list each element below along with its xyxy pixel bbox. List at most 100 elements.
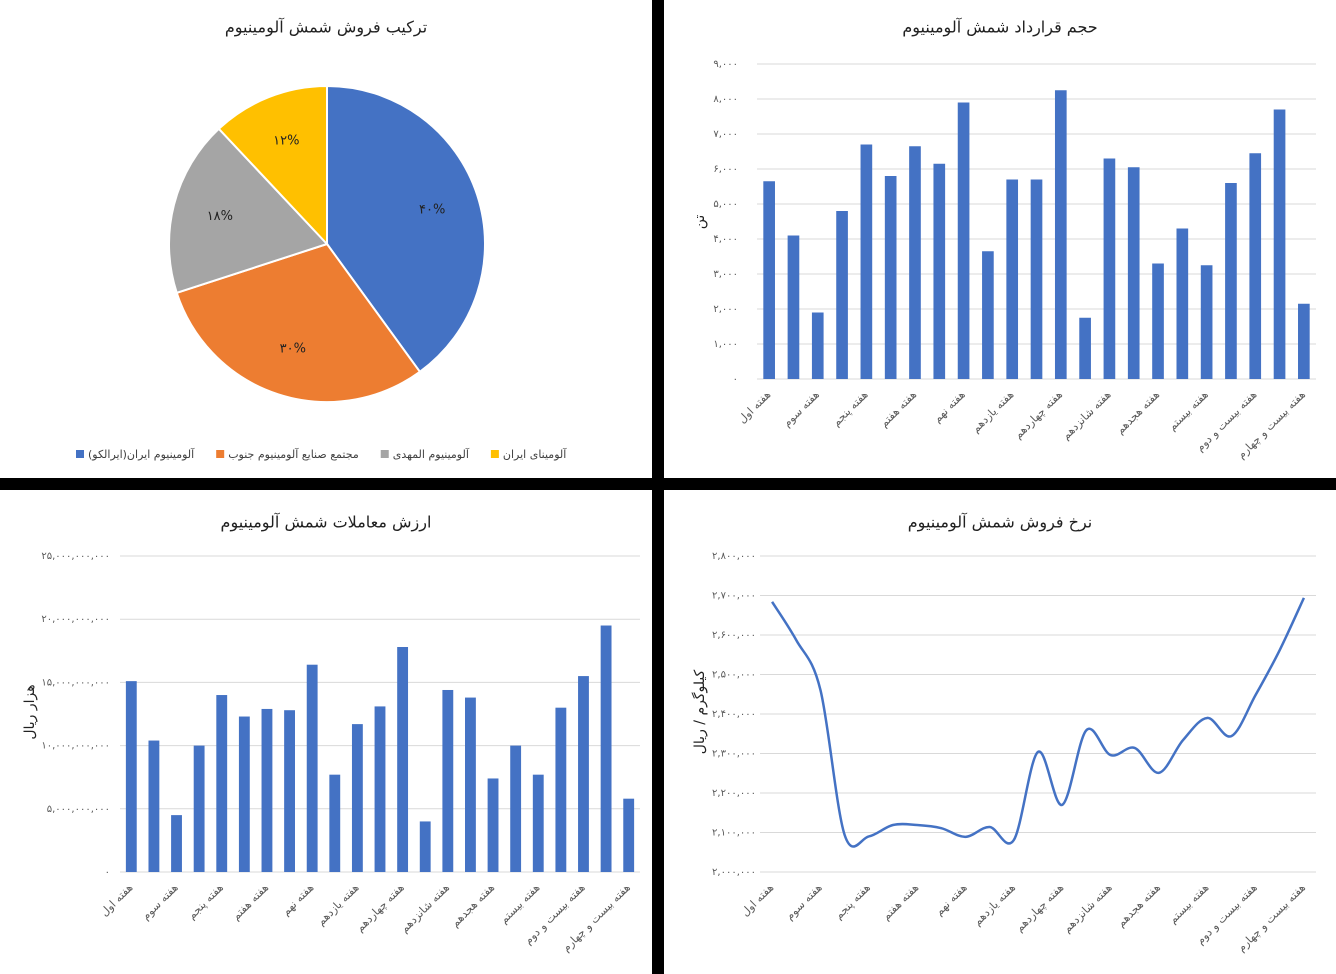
legend-swatch (216, 450, 225, 458)
legend-label: آلومینیوم المهدی (393, 447, 470, 461)
x-tick-label: هفته یازدهم (969, 388, 1016, 435)
legend-label: مجتمع صنایع آلومینیوم جنوب (228, 447, 359, 461)
x-tick-label: هفته بیستم (1166, 388, 1211, 433)
y-tick-label: ۹,۰۰۰ (713, 59, 738, 70)
x-tick-label: هفته اول (98, 881, 136, 919)
x-tick-label: هفته هجدهم (1114, 881, 1163, 930)
x-tick-label: هفته هفتم (880, 881, 922, 923)
x-tick-label: هفته هجدهم (449, 881, 498, 930)
y-tick-label: ۱۵,۰۰۰,۰۰۰,۰۰۰ (41, 677, 110, 688)
x-tick-label: هفته شانزدهم (1059, 388, 1113, 442)
x-tick-label: هفته سوم (139, 881, 181, 923)
bar (787, 235, 800, 379)
y-tick-label: ۵,۰۰۰ (713, 199, 738, 210)
bar (1298, 303, 1310, 379)
y-tick-label: ۲,۰۰۰ (713, 304, 738, 315)
y-tick-label: ۲,۱۰۰,۰۰۰ (712, 828, 756, 839)
y-tick-label: ۲,۶۰۰,۰۰۰ (712, 630, 756, 641)
bar (1249, 153, 1262, 379)
bar (860, 144, 873, 379)
pie-slice (168, 127, 329, 295)
bar (397, 647, 409, 872)
bar (884, 176, 897, 379)
x-tick-label: هفته پنجم (832, 881, 873, 922)
bar (1152, 263, 1164, 379)
y-tick-label: ۶,۰۰۰ (713, 164, 738, 175)
bar (933, 163, 946, 379)
chart-panel: نرخ فروش شمش آلومینیوم ۲,۰۰۰,۰۰۰ ۲,۱۰۰,۰۰۰… (664, 490, 1336, 974)
y-axis-title: تن (692, 215, 708, 230)
y-tick-label: ۲۵,۰۰۰,۰۰۰,۰۰۰ (41, 551, 110, 562)
bar (1006, 179, 1019, 379)
bar (306, 664, 318, 872)
pie-slice (175, 242, 422, 403)
y-tick-label: ۳,۰۰۰ (713, 269, 738, 280)
chart-panel: ترکیب فروش شمش آلومینیوم ۴۰% ۳۰% ۱۸% ۱۲% آلوم… (0, 0, 652, 478)
bar (1030, 179, 1043, 379)
x-tick-label: هفته نهم (933, 881, 970, 918)
data-label: ۴۰% (419, 202, 445, 217)
chart-panel: حجم قرارداد شمش آلومینیوم ۰ ۱,۰۰۰ ۲,۰۰۰ ۳,۰۰… (664, 0, 1336, 478)
y-tick-label: ۱۰,۰۰۰,۰۰۰,۰۰۰ (41, 741, 110, 752)
bar (238, 716, 250, 872)
x-tick-label: هفته پنجم (830, 388, 871, 429)
y-tick-label: ۲,۲۰۰,۰۰۰ (712, 788, 756, 799)
bar (125, 681, 137, 872)
bar (578, 676, 589, 872)
bar (623, 798, 635, 872)
x-tick-label: هفته بیستم (497, 881, 542, 926)
bar (532, 774, 544, 872)
x-tick-label: هفته بیستم (1166, 881, 1211, 926)
x-tick-label: هفته چهاردهم (1012, 388, 1066, 442)
legend-swatch (76, 450, 84, 458)
data-label: ۳۰% (280, 342, 306, 357)
bar (193, 745, 205, 872)
bar (957, 102, 970, 379)
pie-slice (326, 84, 486, 374)
bar (1127, 167, 1140, 379)
y-tick-label: ۵,۰۰۰,۰۰۰,۰۰۰ (47, 804, 110, 815)
bar (510, 745, 522, 872)
y-tick-label: ۰ (105, 867, 110, 878)
x-tick-label: هفته شانزدهم (398, 881, 452, 935)
x-tick-label: هفته نهم (931, 388, 968, 425)
y-tick-label: ۸,۰۰۰ (713, 94, 738, 105)
pie-slice (217, 84, 328, 247)
bar (811, 312, 824, 379)
bar (555, 707, 567, 872)
bar (171, 815, 182, 872)
bar (442, 689, 454, 872)
chart-title: ارزش معاملات شمش آلومینیوم (221, 513, 432, 533)
bar (1079, 317, 1091, 379)
bar (1176, 228, 1189, 379)
chart-panel: ارزش معاملات شمش آلومینیوم ۰ ۵,۰۰۰,۰۰۰,۰۰۰… (0, 490, 652, 974)
bar (465, 697, 476, 872)
data-label: ۱۸% (207, 209, 233, 224)
bar (284, 710, 295, 872)
bar (374, 706, 386, 872)
y-tick-label: ۲,۰۰۰,۰۰۰ (712, 867, 756, 878)
bar (351, 724, 363, 872)
legend-swatch (490, 450, 499, 458)
bar (909, 146, 921, 379)
x-tick-label: هفته اول (736, 388, 774, 426)
bar (836, 211, 848, 379)
x-tick-label: هفته نهم (279, 881, 316, 918)
x-tick-label: هفته چهاردهم (1013, 881, 1067, 935)
bar (600, 625, 612, 872)
bar (329, 774, 341, 872)
y-tick-label: ۲,۵۰۰,۰۰۰ (712, 670, 756, 681)
y-tick-label: ۲,۳۰۰,۰۰۰ (712, 749, 756, 760)
x-tick-label: هفته شانزدهم (1060, 881, 1114, 935)
x-tick-label: هفته پنجم (185, 881, 226, 922)
x-tick-label: هفته یازدهم (971, 881, 1018, 928)
bar (1225, 183, 1237, 379)
bar (261, 708, 273, 872)
y-axis-title: هزار ریال (22, 684, 38, 739)
x-tick-label: هفته هفتم (229, 881, 271, 923)
x-tick-label: هفته هفتم (877, 388, 919, 430)
x-tick-label: هفته اول (739, 881, 777, 919)
y-tick-label: ۱,۰۰۰ (713, 339, 738, 350)
legend-swatch (380, 450, 389, 458)
legend-label: آلومینیوم ایران(ایرالکو) (88, 447, 195, 461)
